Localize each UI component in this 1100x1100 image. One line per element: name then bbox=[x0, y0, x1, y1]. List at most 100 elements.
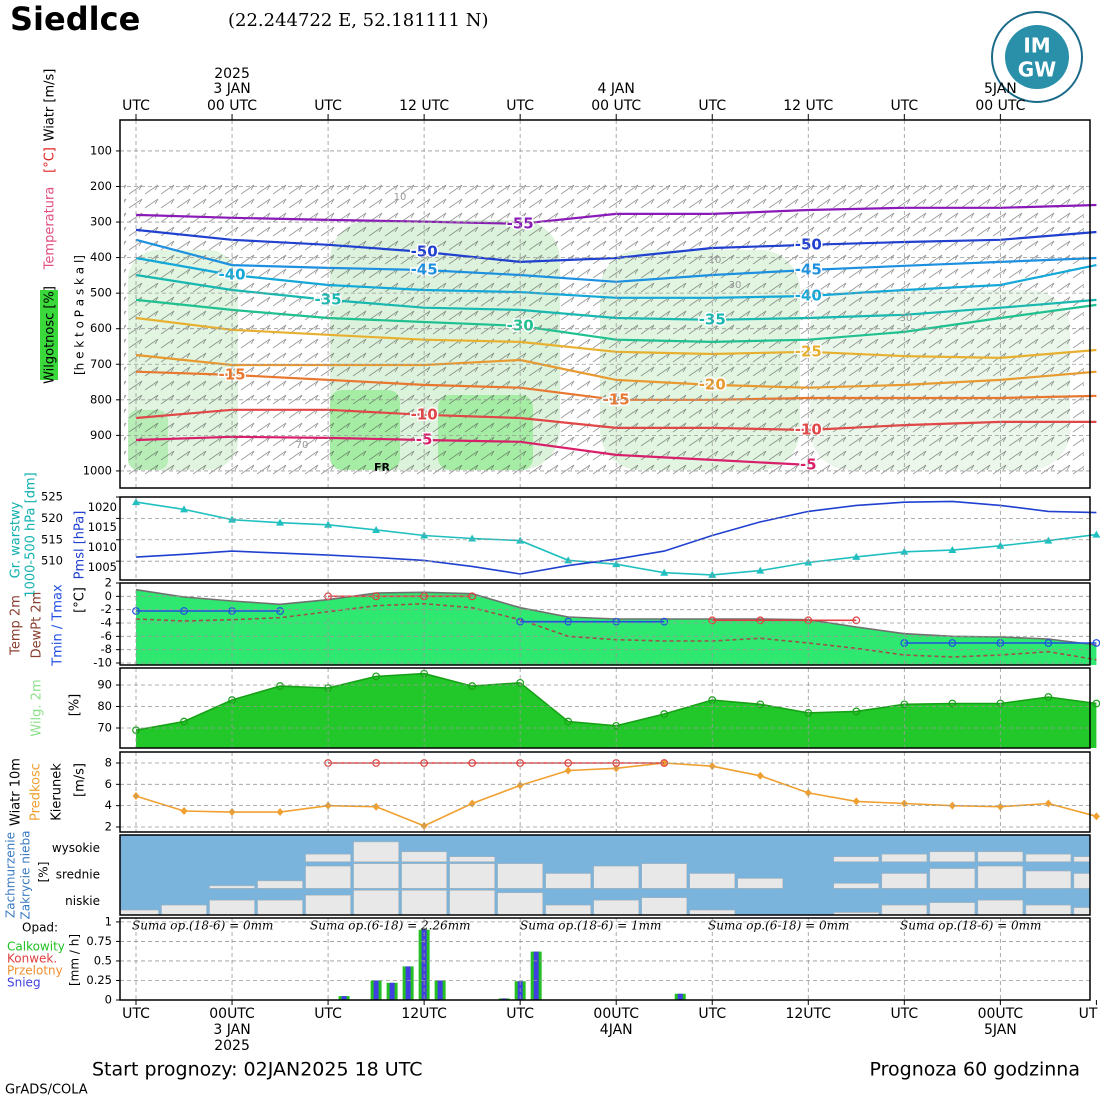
marker bbox=[660, 568, 669, 576]
logo-text: IM bbox=[1023, 34, 1050, 58]
top-tick-label: 00 UTC bbox=[975, 98, 1025, 114]
cloud-cover bbox=[401, 890, 447, 916]
precip-sum: Suma op.(18-6) = 1mm bbox=[520, 919, 661, 933]
date-label: 4 JAN bbox=[598, 81, 635, 97]
axis-label: 1000-500 hPa [dm] bbox=[24, 472, 39, 597]
marker bbox=[132, 498, 141, 506]
contour-label: 10 bbox=[394, 192, 407, 203]
logo-text: GW bbox=[1018, 58, 1056, 82]
bottom-tick-label: UTC bbox=[890, 1006, 918, 1022]
marker bbox=[516, 678, 525, 687]
axis-label: Pmsl [hPa] bbox=[73, 511, 88, 580]
cloud-cover bbox=[1073, 907, 1091, 916]
cloud-cover bbox=[257, 880, 303, 889]
panel-frame bbox=[119, 834, 1091, 916]
date-label: 5JAN bbox=[984, 81, 1017, 97]
cloud-cover bbox=[1073, 856, 1091, 862]
cloud-cover bbox=[401, 851, 447, 862]
legend-title: Opad: bbox=[22, 921, 58, 935]
cloud-cover bbox=[881, 854, 928, 862]
marker bbox=[180, 505, 189, 513]
y2-tick-label: 1020 bbox=[88, 500, 117, 514]
axis-label: Predkosc bbox=[29, 763, 44, 821]
cloud-cover bbox=[449, 856, 495, 862]
bottom-tick-label: UTC bbox=[698, 1006, 726, 1022]
axis-label: Tmin / Tmax bbox=[51, 584, 66, 667]
marker bbox=[996, 802, 1004, 811]
cloud-cover bbox=[737, 878, 784, 889]
y-tick-label: 90 bbox=[97, 677, 112, 691]
marker bbox=[276, 808, 284, 817]
legend-entry: Calkowity bbox=[7, 940, 65, 954]
bottom-tick-label: 00UTC bbox=[593, 1006, 639, 1022]
cloud-cover bbox=[689, 873, 736, 889]
cloud-cover bbox=[497, 892, 543, 916]
forecast-length: Prognoza 60 godzinna bbox=[870, 1059, 1080, 1081]
marker bbox=[276, 607, 284, 615]
legend-entry: Snieg bbox=[7, 976, 41, 990]
cloud-cover bbox=[545, 904, 591, 916]
y-tick-label: 2 bbox=[105, 819, 112, 833]
top-tick-label: 00 UTC bbox=[207, 98, 257, 114]
bottom-tick-label: UTC bbox=[122, 1006, 150, 1022]
marker bbox=[180, 806, 188, 815]
top-tick-label: UTC bbox=[314, 98, 342, 114]
y2-tick-label: 1005 bbox=[88, 560, 117, 574]
precip-sum: Suma op.(18-6) = 0mm bbox=[900, 919, 1041, 933]
date-label: 4JAN bbox=[600, 1022, 633, 1038]
axis-label: Gr. warstwy bbox=[9, 501, 24, 578]
y-tick-label: 0.75 bbox=[86, 934, 112, 948]
isotherm bbox=[135, 435, 809, 466]
y-tick-label: 400 bbox=[90, 250, 112, 264]
bottom-tick-label: UTC bbox=[506, 1006, 534, 1022]
y-tick-label: -6 bbox=[101, 629, 112, 643]
axis-label: [%] bbox=[37, 862, 51, 883]
logo-disc bbox=[1005, 25, 1069, 89]
axis-label: [°C] bbox=[43, 147, 58, 173]
coordinates: (22.244722 E, 52.181111 N) bbox=[228, 10, 489, 31]
cloud-cover bbox=[1025, 904, 1072, 916]
marker bbox=[804, 788, 812, 797]
bottom-tick-label: 00UTC bbox=[209, 1006, 255, 1022]
top-tick-label: 00 UTC bbox=[591, 98, 641, 114]
marker bbox=[756, 700, 765, 709]
contour-label: 70 bbox=[296, 440, 309, 451]
precip-bar bbox=[405, 966, 411, 1000]
y-tick-label: 100 bbox=[90, 143, 112, 157]
isotherm-label: -35 bbox=[315, 290, 342, 308]
software: GrADS/COLA bbox=[5, 1083, 88, 1098]
isotherm bbox=[135, 408, 1097, 432]
marker bbox=[852, 707, 861, 716]
cloud-cover bbox=[833, 883, 880, 889]
panel-frame bbox=[119, 751, 1091, 833]
axis-label: [mm / h] bbox=[68, 934, 82, 986]
cloud-cover bbox=[881, 873, 928, 889]
axis-label: [%] bbox=[68, 694, 83, 717]
cloud-cover bbox=[929, 851, 976, 862]
y2-tick-label: 1015 bbox=[88, 520, 117, 534]
y-tick-label: -2 bbox=[101, 602, 112, 616]
marker bbox=[372, 672, 381, 681]
marker bbox=[324, 520, 333, 528]
date-label: 2025 bbox=[214, 66, 250, 82]
top-tick-label: 12 UTC bbox=[783, 98, 833, 114]
y-tick-label: -8 bbox=[101, 642, 112, 656]
marker bbox=[324, 801, 332, 810]
marker bbox=[276, 682, 284, 690]
axis-label: Wiatr 10m bbox=[9, 758, 24, 826]
marker bbox=[852, 616, 861, 625]
cloud-cover bbox=[593, 865, 639, 889]
cloud-cover bbox=[977, 865, 1024, 889]
marker bbox=[468, 759, 477, 767]
date-label: 5JAN bbox=[984, 1022, 1017, 1038]
isotherm-label: -15 bbox=[603, 390, 630, 408]
contour-label: FR bbox=[374, 461, 391, 474]
cloud-level-label: wysokie bbox=[52, 841, 100, 855]
isotherm bbox=[135, 370, 1097, 401]
marker bbox=[228, 808, 236, 817]
top-tick-label: 12 UTC bbox=[399, 98, 449, 114]
precip-bar bbox=[533, 951, 539, 1000]
marker bbox=[948, 801, 956, 810]
precip-bar bbox=[341, 996, 347, 1000]
